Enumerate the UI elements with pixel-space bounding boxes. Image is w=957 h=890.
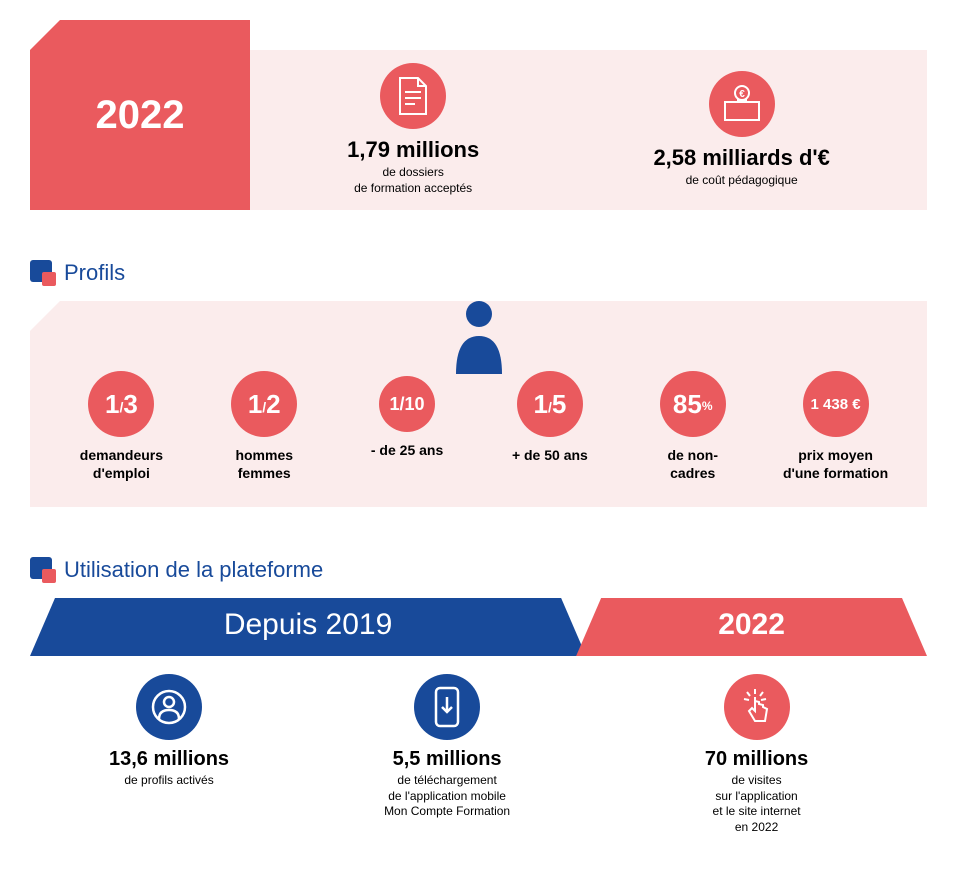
money-box-icon: € bbox=[709, 71, 775, 137]
stat-value: 1,79 millions bbox=[347, 137, 479, 163]
profil-label: prix moyen d'une formation bbox=[776, 447, 896, 482]
utilisation-body: 13,6 millions de profils activés 5,5 mil… bbox=[30, 656, 927, 835]
profil-item: 1/5 + de 50 ans bbox=[490, 371, 610, 465]
bullet-icon bbox=[30, 260, 56, 286]
bullet-icon bbox=[30, 557, 56, 583]
tab-depuis-2019: Depuis 2019 bbox=[30, 598, 586, 656]
person-icon bbox=[444, 296, 514, 381]
profil-circle: 1/5 bbox=[517, 371, 583, 437]
profil-item: 85% de non- cadres bbox=[633, 371, 753, 482]
profil-circle: 1/2 bbox=[231, 371, 297, 437]
year-badge: 2022 bbox=[30, 20, 250, 210]
profil-item: 1 438 € prix moyen d'une formation bbox=[776, 371, 896, 482]
year-banner: 2022 1,79 millions de dossiers de format… bbox=[30, 20, 927, 210]
profil-item: 1/3 demandeurs d'emploi bbox=[61, 371, 181, 482]
stat-cout: € 2,58 milliards d'€ de coût pédagogique bbox=[653, 71, 829, 189]
section-title: Utilisation de la plateforme bbox=[64, 557, 323, 583]
profil-label: de non- cadres bbox=[633, 447, 753, 482]
section-heading-profils: Profils bbox=[30, 260, 927, 286]
stat-dossiers: 1,79 millions de dossiers de formation a… bbox=[347, 63, 479, 196]
tap-icon bbox=[724, 674, 790, 740]
profil-circle: 1/10 bbox=[379, 376, 435, 432]
stat-value: 13,6 millions bbox=[49, 748, 289, 771]
stat-value: 5,5 millions bbox=[327, 748, 567, 771]
profil-item: 1/10 - de 25 ans bbox=[347, 371, 467, 460]
profile-icon bbox=[136, 674, 202, 740]
profil-item: 1/2 hommes femmes bbox=[204, 371, 324, 482]
stat-subtext: de téléchargement de l'application mobil… bbox=[327, 773, 567, 820]
stat-subtext: de dossiers de formation acceptés bbox=[347, 165, 479, 196]
profil-label: hommes femmes bbox=[204, 447, 324, 482]
download-mobile-icon bbox=[414, 674, 480, 740]
stat-value: 2,58 milliards d'€ bbox=[653, 145, 829, 171]
utilisation-tabs: Depuis 2019 2022 bbox=[30, 598, 927, 656]
profil-label: demandeurs d'emploi bbox=[61, 447, 181, 482]
section-heading-utilisation: Utilisation de la plateforme bbox=[30, 557, 927, 583]
profil-label: - de 25 ans bbox=[347, 442, 467, 460]
profil-label: + de 50 ans bbox=[490, 447, 610, 465]
section-title: Profils bbox=[64, 260, 125, 286]
stat-telechargements: 5,5 millions de téléchargement de l'appl… bbox=[327, 674, 567, 835]
year-text: 2022 bbox=[96, 93, 185, 138]
document-icon bbox=[380, 63, 446, 129]
stat-visites: 70 millions de visites sur l'application… bbox=[637, 674, 877, 835]
stat-subtext: de visites sur l'application et le site … bbox=[637, 773, 877, 835]
stat-subtext: de profils activés bbox=[49, 773, 289, 789]
svg-text:€: € bbox=[739, 89, 745, 100]
profil-circle: 85% bbox=[660, 371, 726, 437]
stat-subtext: de coût pédagogique bbox=[653, 173, 829, 189]
profils-panel: 1/3 demandeurs d'emploi 1/2 hommes femme… bbox=[30, 301, 927, 507]
stat-profils-actives: 13,6 millions de profils activés bbox=[49, 674, 289, 835]
tab-2022: 2022 bbox=[576, 598, 927, 656]
profil-circle: 1 438 € bbox=[803, 371, 869, 437]
stat-value: 70 millions bbox=[637, 748, 877, 771]
profil-circle: 1/3 bbox=[88, 371, 154, 437]
